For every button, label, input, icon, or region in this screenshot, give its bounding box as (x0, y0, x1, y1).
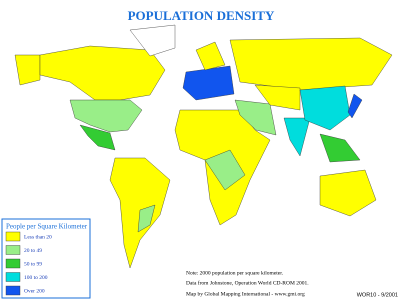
india (283, 117, 311, 157)
central-africa (204, 149, 246, 191)
south-america-south (137, 204, 156, 233)
legend-title: People per Square Kilometer (6, 223, 88, 231)
russia (229, 37, 393, 91)
canada (39, 45, 166, 101)
legend-label: 50 to 99 (24, 261, 42, 267)
legend-label: Over 200 (24, 288, 45, 294)
legend-swatch (5, 245, 21, 255)
legend-swatch (5, 285, 21, 296)
southeast-asia (319, 133, 361, 163)
title: POPULATION DENSITY (128, 8, 275, 23)
legend-label: Less than 20 (24, 234, 52, 240)
europe (182, 65, 235, 101)
note: Map by Global Mapping International - ww… (186, 291, 305, 297)
middle-east (234, 99, 277, 136)
note: Data from Johnstone, Operation World CD-… (186, 279, 309, 286)
legend-swatch (5, 258, 21, 269)
legend-label: 20 to 49 (24, 248, 42, 254)
legend-items: Less than 20 20 to 49 50 to 99 100 to 200 Ov… (5, 231, 52, 296)
alaska (14, 54, 41, 86)
central-asia (254, 84, 301, 111)
legend-swatch (5, 272, 21, 282)
scandinavia (195, 41, 226, 71)
usa (69, 99, 143, 133)
legend-swatch (5, 231, 21, 242)
japan (347, 93, 363, 119)
mexico (79, 124, 116, 151)
legend-label: 100 to 200 (24, 275, 48, 281)
map-code: WOR10 - 9/2001 (357, 292, 398, 298)
note: Note: 2000 population per square kilomet… (186, 270, 284, 276)
greenland (129, 24, 176, 57)
australia (319, 169, 377, 217)
world-map (14, 24, 393, 269)
china (299, 85, 351, 131)
